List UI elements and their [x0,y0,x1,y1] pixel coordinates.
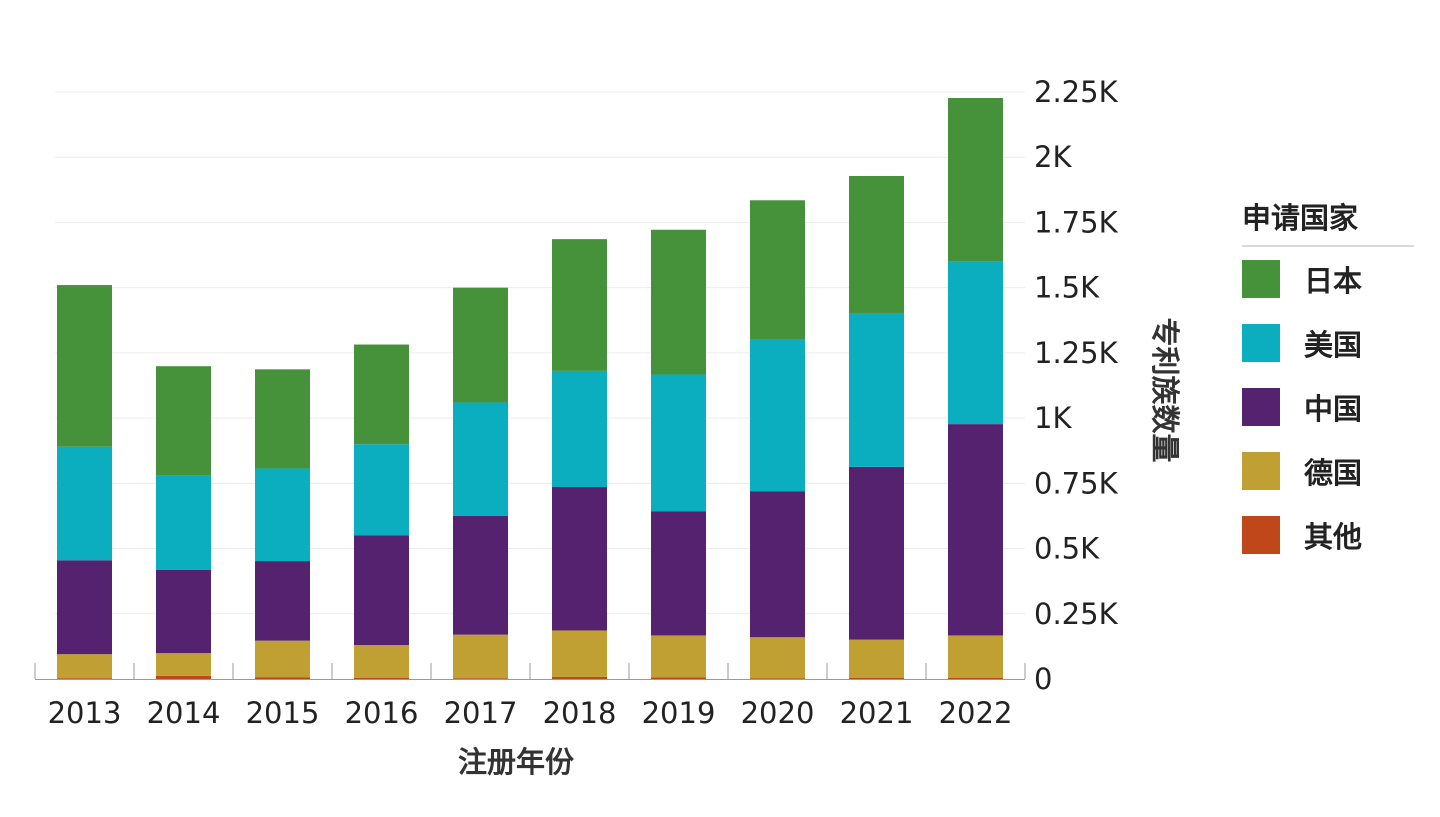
bar-segment[interactable] [453,515,508,635]
x-tick-label: 2016 [345,696,419,730]
y-tick-label: 0.5K [1034,532,1100,566]
bar-segment[interactable] [750,678,805,679]
bar-segment[interactable] [948,98,1003,262]
legend-swatch-germany [1242,452,1280,490]
y-tick-label: 0 [1034,662,1052,696]
bar-segment[interactable] [354,444,409,536]
bar-segment[interactable] [849,677,904,679]
bar-segment[interactable] [552,239,607,371]
bar-segment[interactable] [255,561,310,641]
legend-label-japan: 日本 [1304,264,1363,298]
bar-segment[interactable] [354,535,409,646]
bar-segment[interactable] [849,639,904,678]
bar-segment[interactable] [156,653,211,676]
bar-segment[interactable] [255,677,310,679]
legend-swatch-japan [1242,260,1280,298]
y-tick-label: 1.25K [1034,336,1119,370]
legend-item-japan[interactable]: 日本 [1242,247,1414,311]
x-tick-label: 2018 [543,696,617,730]
bar-segment[interactable] [750,200,805,340]
legend-title: 申请国家 [1242,195,1414,247]
legend-item-other[interactable]: 其他 [1242,503,1414,567]
bar-segment[interactable] [453,402,508,516]
bar-segment[interactable] [453,287,508,403]
bar-segment[interactable] [57,654,112,679]
bar-segment[interactable] [849,312,904,467]
bar-segment[interactable] [552,630,607,677]
legend-item-germany[interactable]: 德国 [1242,439,1414,503]
bar-segment[interactable] [750,339,805,492]
y-tick-label: 1.5K [1034,271,1100,305]
x-tick-label: 2014 [147,696,221,730]
y-tick-label: 2K [1034,140,1072,174]
bar-segment[interactable] [156,366,211,476]
bar-segment[interactable] [354,344,409,445]
bar-segment[interactable] [552,676,607,679]
bar-segment[interactable] [354,677,409,679]
bar-segment[interactable] [57,560,112,655]
legend-label-usa: 美国 [1304,328,1363,362]
bar-segment[interactable] [948,635,1003,678]
y-tick-label: 2.25K [1034,75,1119,109]
bar-segment[interactable] [552,370,607,487]
x-axis-title: 注册年份 [458,745,574,779]
bar-segment[interactable] [255,640,310,678]
y-tick-label: 1K [1034,401,1072,435]
legend-swatch-china [1242,388,1280,426]
x-tick-label: 2015 [246,696,320,730]
bar-segment[interactable] [849,176,904,313]
bar-segment[interactable] [57,285,112,447]
bar-segment[interactable] [651,374,706,512]
legend-label-china: 中国 [1304,392,1363,426]
bar-segment[interactable] [948,261,1003,425]
bar-segment[interactable] [156,675,211,679]
y-tick-label: 0.75K [1034,466,1119,500]
legend-swatch-other [1242,516,1280,554]
bars [57,98,1003,679]
x-tick-label: 2017 [444,696,518,730]
grid-lines [55,91,1025,615]
bar-segment[interactable] [354,645,409,678]
bar-segment[interactable] [651,677,706,679]
bar-segment[interactable] [552,486,607,631]
legend-label-germany: 德国 [1304,456,1363,490]
y-axis: 0 0.25K 0.5K 0.75K 1K 1.25K 1.5K 1.75K 2K 2.25K [1034,75,1119,696]
bar-segment[interactable] [255,369,310,469]
x-tick-label: 2019 [642,696,716,730]
x-tick-label: 2021 [840,696,914,730]
x-tick-label: 2022 [939,696,1013,730]
y-axis-title: 专利族数量 [1148,317,1182,462]
bar-segment[interactable] [849,466,904,640]
y-tick-label: 1.75K [1034,205,1119,239]
bar-segment[interactable] [651,635,706,678]
legend-swatch-usa [1242,324,1280,362]
legend-item-china[interactable]: 中国 [1242,375,1414,439]
legend-item-usa[interactable]: 美国 [1242,311,1414,375]
x-tick-label: 2013 [48,696,122,730]
bar-segment[interactable] [750,491,805,638]
bar-segment[interactable] [57,446,112,561]
bar-segment[interactable] [750,637,805,679]
bar-segment[interactable] [156,569,211,654]
bar-segment[interactable] [156,475,211,570]
bar-segment[interactable] [651,229,706,375]
x-tick-label: 2020 [741,696,815,730]
x-axis: 2013 2014 2015 2016 2017 2018 2019 2020 2021 2022 [34,663,1026,730]
bar-segment[interactable] [453,678,508,679]
bar-segment[interactable] [453,634,508,679]
bar-segment[interactable] [948,677,1003,679]
bar-segment[interactable] [57,678,112,679]
legend-label-other: 其他 [1304,520,1363,554]
bar-segment[interactable] [948,424,1003,636]
bar-segment[interactable] [255,468,310,562]
bar-segment[interactable] [651,511,706,636]
y-tick-label: 0.25K [1034,597,1119,631]
legend: 申请国家 日本 美国 中国 德国 其他 [1242,195,1414,567]
